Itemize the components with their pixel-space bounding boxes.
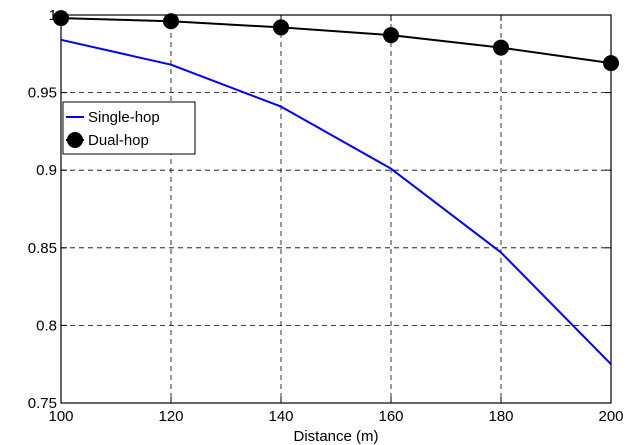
y-tick-label: 0.85 xyxy=(28,240,57,257)
x-tick-label: 120 xyxy=(158,408,183,425)
legend-box xyxy=(62,101,196,155)
grid xyxy=(61,15,611,403)
y-tick-label: 0.9 xyxy=(36,162,57,179)
x-tick-label: 160 xyxy=(378,408,403,425)
data-point-dual-hop xyxy=(273,19,289,36)
tick-labels: 100 120 140 160 180 200 0.75 0.8 0.85 0.9 0.95 1 xyxy=(28,7,624,425)
legend-marker-dual-hop xyxy=(67,132,83,148)
data-point-dual-hop xyxy=(493,39,509,56)
x-tick-label: 100 xyxy=(48,408,73,425)
legend: Single-hop Dual-hop xyxy=(62,101,196,155)
x-tick-label: 200 xyxy=(598,408,623,425)
y-tick-label: 0.75 xyxy=(28,395,57,412)
data-point-dual-hop xyxy=(163,13,179,30)
y-tick-label: 0.8 xyxy=(36,317,57,334)
y-tick-label: 1 xyxy=(49,7,57,24)
x-tick-label: 180 xyxy=(488,408,513,425)
ticks xyxy=(60,14,612,404)
series-line-single-hop xyxy=(60,38,612,365)
legend-label-single-hop: Single-hop xyxy=(88,109,160,126)
legend-label-dual-hop: Dual-hop xyxy=(88,132,149,149)
series-line-dual-hop xyxy=(60,17,612,65)
y-tick-label: 0.95 xyxy=(28,85,57,102)
x-tick-label: 140 xyxy=(268,408,293,425)
plot-area xyxy=(61,15,611,403)
data-point-dual-hop xyxy=(383,27,399,44)
plot-frame xyxy=(60,14,612,404)
x-axis-title: Distance (m) xyxy=(293,428,378,445)
